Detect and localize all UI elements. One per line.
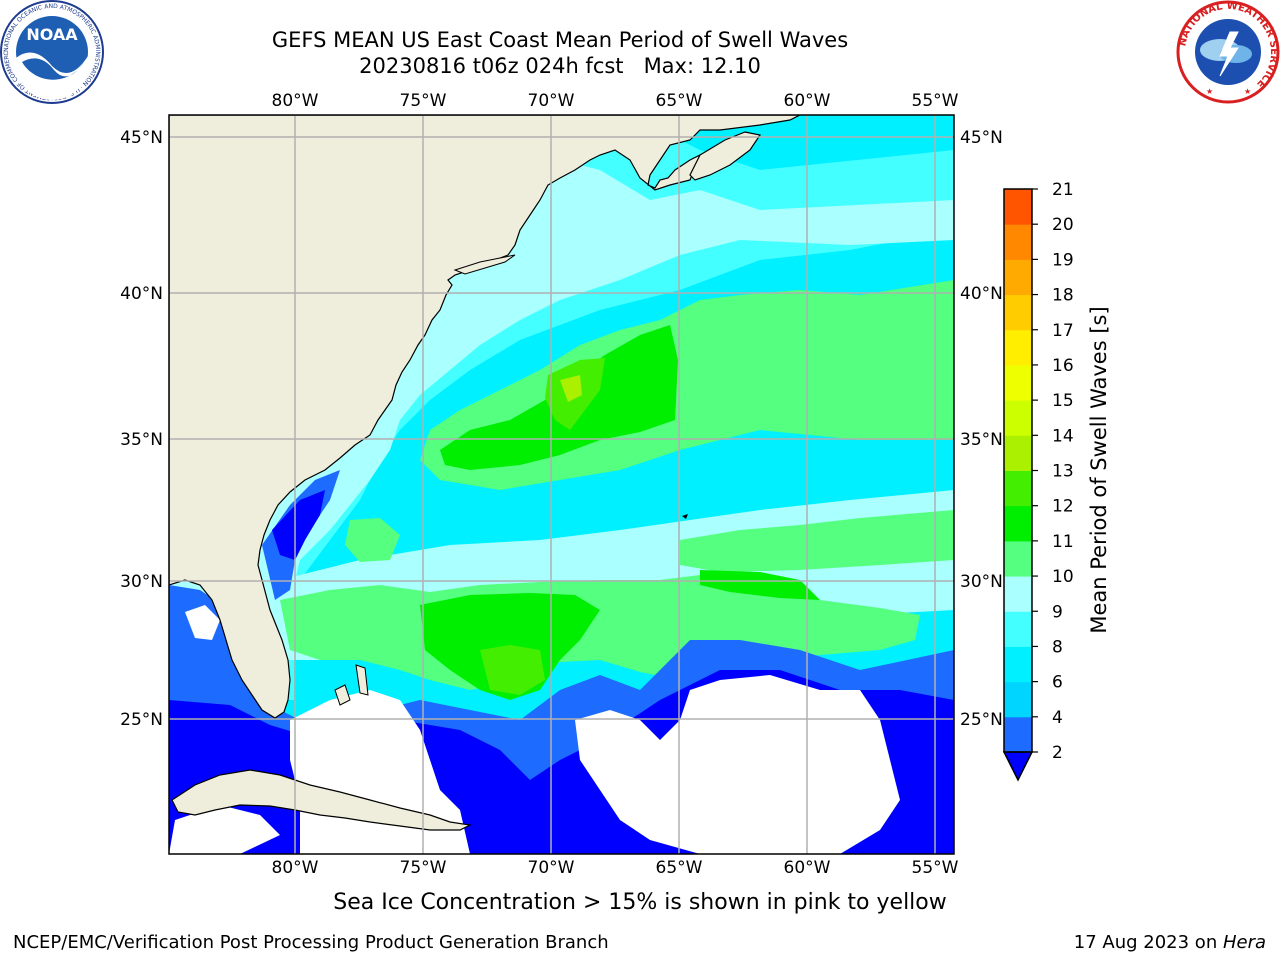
credit-date: 17 Aug 2023 on Hera	[1074, 932, 1266, 953]
land-bermuda	[682, 514, 688, 519]
lon-label-bottom: 75°W	[400, 858, 447, 878]
lat-label-left: 40°N	[120, 284, 163, 304]
colorbar-segment	[1004, 470, 1032, 507]
lon-label-top: 80°W	[272, 91, 319, 111]
colorbar-tick-label: 20	[1052, 215, 1074, 235]
noaa-logo-text: NOAA	[26, 25, 78, 44]
land-nova-scotia	[689, 131, 761, 181]
lat-label-left: 25°N	[120, 710, 163, 730]
lon-label-bottom: 65°W	[656, 858, 703, 878]
colorbar-extend-arrow	[1002, 751, 1034, 782]
lon-label-top: 60°W	[784, 91, 831, 111]
lon-label-top: 55°W	[912, 91, 959, 111]
colorbar-segment	[1004, 611, 1032, 647]
map-frame	[168, 114, 955, 855]
land-cuba	[171, 769, 472, 831]
colorbar-segment	[1004, 259, 1032, 296]
lon-label-top: 75°W	[400, 91, 447, 111]
colorbar-label: Mean Period of Swell Waves [s]	[1087, 306, 1111, 633]
colorbar-segment	[1004, 435, 1032, 471]
lon-label-bottom: 70°W	[528, 858, 575, 878]
lon-label-bottom: 55°W	[912, 858, 959, 878]
lat-label-right: 35°N	[960, 430, 1003, 450]
lat-label-left: 45°N	[120, 128, 163, 148]
lon-label-top: 65°W	[656, 91, 703, 111]
lat-label-right: 45°N	[960, 128, 1003, 148]
contour-under-2-coast	[272, 490, 325, 560]
noaa-logo: NATIONAL OCEANIC AND ATMOSPHERIC ADMINIS…	[0, 0, 104, 104]
colorbar-tick-label: 10	[1052, 567, 1074, 587]
no-data-cuba-north	[169, 805, 280, 854]
colorbar: 2 4 6 8 9 10 11 12 13 14 15 16 17 18 19 20 21	[1002, 180, 1074, 782]
colorbar-tick-label: 4	[1052, 708, 1063, 728]
colorbar-segment	[1004, 540, 1032, 577]
lat-label-left: 35°N	[120, 430, 163, 450]
contour-11-12-south	[480, 645, 545, 695]
sea-ice-note: Sea Ice Concentration > 15% is shown in …	[333, 890, 947, 915]
land-north-america	[169, 115, 801, 719]
graticule	[169, 115, 954, 854]
credit-branch: NCEP/EMC/Verification Post Processing Pr…	[13, 932, 609, 953]
colorbar-tick-label: 16	[1052, 356, 1074, 376]
lon-label-bottom: 80°W	[272, 858, 319, 878]
colorbar-tick-label: 9	[1052, 602, 1063, 622]
colorbar-tick-label: 15	[1052, 391, 1074, 411]
colorbar-tick-label: 18	[1052, 286, 1074, 306]
colorbar-segment	[1004, 716, 1032, 753]
colorbar-segment	[1004, 189, 1032, 225]
land-bahamas-2	[355, 664, 369, 696]
contour-9-10-mid	[680, 510, 954, 572]
colorbar-tick-label: 13	[1052, 462, 1074, 482]
nws-logo: NATIONAL WEATHER SERVICE ★ ★	[1176, 0, 1280, 104]
colorbar-tick-label: 2	[1052, 743, 1063, 763]
colorbar-tick-label: 8	[1052, 637, 1063, 657]
colorbar-segment	[1004, 681, 1032, 718]
contour-9-10-coast-patch	[345, 518, 400, 562]
colorbar-segment	[1004, 294, 1032, 331]
lon-label-bottom: 60°W	[784, 858, 831, 878]
lat-label-left: 30°N	[120, 572, 163, 592]
lat-label-right: 30°N	[960, 572, 1003, 592]
map-plot-area	[169, 115, 954, 854]
contour-12-13-peak	[560, 375, 582, 402]
colorbar-segment	[1004, 505, 1032, 542]
land-bahamas-1	[334, 684, 351, 706]
colorbar-segment	[1004, 329, 1032, 366]
chart-subtitle: 20230816 t06z 024h fcst Max: 12.10	[359, 54, 761, 78]
colorbar-tick-label: 6	[1052, 673, 1063, 693]
colorbar-tick-label: 11	[1052, 532, 1074, 552]
contour-10-11-mid	[700, 570, 820, 600]
colorbar-tick-label: 19	[1052, 250, 1074, 270]
colorbar-segment	[1004, 646, 1032, 683]
colorbar-tick-label: 14	[1052, 426, 1074, 446]
no-data-florida-west	[185, 605, 220, 640]
credit-host: Hera	[1222, 932, 1266, 953]
colorbar-tick-label: 21	[1052, 180, 1074, 200]
colorbar-tick-label: 17	[1052, 321, 1074, 341]
colorbar-tick-label: 12	[1052, 497, 1074, 517]
colorbar-segment	[1004, 224, 1032, 260]
credit-date-text: 17 Aug 2023 on	[1073, 932, 1223, 953]
lat-label-right: 40°N	[960, 284, 1003, 304]
lon-label-top: 70°W	[528, 91, 575, 111]
colorbar-segment	[1004, 400, 1032, 436]
colorbar-segment	[1004, 364, 1032, 401]
svg-text:★: ★	[1206, 87, 1213, 96]
chart-title: GEFS MEAN US East Coast Mean Period of S…	[271, 28, 849, 52]
lat-label-right: 25°N	[960, 710, 1003, 730]
colorbar-segment	[1004, 576, 1032, 612]
land-long-island	[453, 254, 516, 275]
svg-text:★: ★	[1244, 87, 1251, 96]
